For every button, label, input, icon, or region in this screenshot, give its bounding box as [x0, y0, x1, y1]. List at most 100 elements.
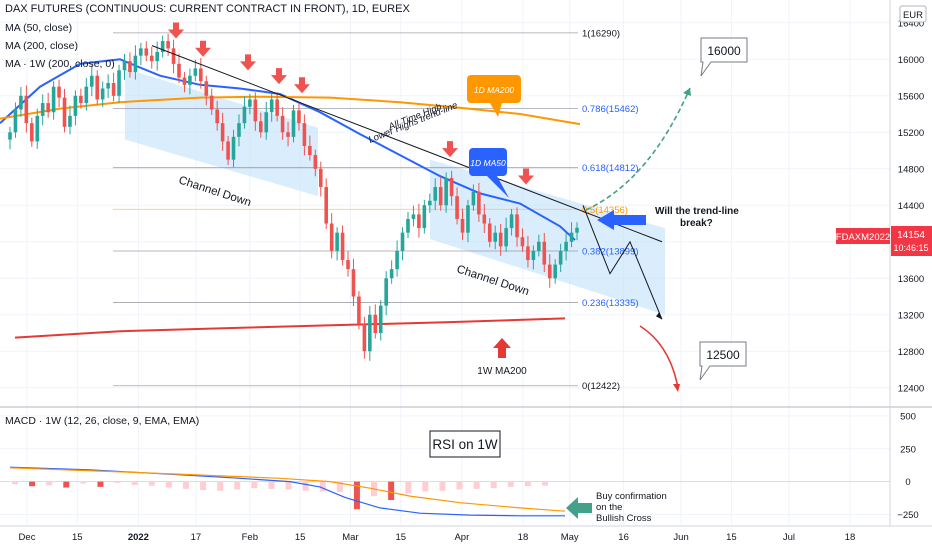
macd-histogram-bar	[114, 481, 121, 483]
ma200w-label[interactable]: 1W MA200	[477, 366, 527, 377]
candle-body	[117, 70, 121, 96]
ma50-callout-text: 1D MA50	[470, 158, 506, 168]
symbol-badge	[836, 228, 890, 244]
time-tick-label: Apr	[454, 532, 469, 543]
candle-body	[264, 112, 269, 133]
candle-body	[558, 250, 563, 265]
candle-body	[220, 123, 225, 142]
candle-body	[498, 232, 503, 247]
macd-tick-label: 0	[905, 477, 910, 488]
price-badge	[891, 226, 932, 256]
candle-body	[575, 227, 579, 233]
buy-label-1[interactable]: Buy confirmation	[596, 491, 667, 502]
trendline-label-2[interactable]: Lower Highs trend-line	[367, 100, 459, 146]
macd-tick-label: −250	[897, 510, 918, 521]
time-tick-label: 2022	[128, 532, 149, 543]
target-down-callout[interactable]	[699, 341, 747, 381]
macd-line	[9, 466, 565, 517]
price-tick-label: 15200	[898, 128, 924, 139]
macd-histogram-bar	[251, 481, 258, 489]
candle-body	[46, 103, 50, 113]
candle-body	[515, 214, 519, 238]
macd-tick-label: 500	[900, 411, 916, 422]
study-ma200[interactable]: MA (200, close)	[5, 40, 78, 52]
currency-box[interactable]	[899, 5, 927, 23]
candle-body	[362, 323, 367, 352]
macd-histogram-bar	[217, 481, 224, 491]
macd-histogram-bar	[148, 481, 155, 486]
candle-body	[280, 115, 285, 133]
target-up-callout[interactable]	[700, 37, 748, 77]
chart-title[interactable]: DAX FUTURES (CONTINUOUS: CURRENT CONTRAC…	[5, 3, 410, 15]
time-tick-label: 17	[191, 532, 202, 543]
candle-body	[526, 246, 530, 261]
candle-body	[564, 241, 568, 251]
channel-down-label-1[interactable]: Channel Down	[177, 174, 252, 209]
candle-body	[149, 55, 154, 62]
ma200-line	[0, 95, 581, 126]
candle-body	[438, 187, 443, 206]
candle-body	[395, 250, 399, 270]
fib-level-label: 0(12422)	[582, 381, 620, 392]
candle-body	[171, 48, 176, 64]
candle-body	[542, 241, 547, 265]
time-tick-label: 18	[845, 532, 856, 543]
macd-histogram-bar	[200, 481, 207, 491]
drawings-layer	[151, 22, 691, 392]
candle-body	[209, 95, 214, 110]
macd-histogram-bar	[234, 481, 241, 490]
candle-body	[269, 99, 274, 113]
macd-histogram-bar	[507, 481, 514, 487]
buy-label-3[interactable]: Bullish Cross	[596, 513, 652, 524]
macd-histogram-bar	[388, 481, 395, 501]
candle-body	[569, 232, 574, 242]
ma50-callout[interactable]	[469, 148, 509, 198]
macd-histogram-bar	[165, 481, 172, 488]
macd-histogram-bar	[456, 481, 463, 490]
channel-down-label-2[interactable]: Channel Down	[455, 263, 530, 298]
bullish-arrowhead	[683, 88, 691, 96]
candle-body	[177, 63, 181, 78]
study-ma50[interactable]: MA (50, close)	[5, 22, 73, 34]
buy-label-2[interactable]: on the	[596, 502, 622, 513]
candle-body	[335, 232, 339, 251]
time-tick-label: Dec	[19, 532, 36, 543]
candle-body	[384, 278, 388, 306]
candle-body	[537, 241, 541, 251]
candle-body	[340, 232, 345, 261]
candle-body	[40, 103, 45, 116]
macd-histogram-bar	[439, 481, 446, 491]
candle-body	[297, 110, 301, 124]
candle-body	[504, 228, 508, 247]
rsi-box[interactable]	[429, 430, 501, 458]
macd-histogram-bar	[182, 481, 189, 489]
candle-body	[89, 75, 94, 87]
time-tick-label: Jul	[783, 532, 795, 543]
time-tick-label: May	[561, 532, 579, 543]
candle-body	[258, 121, 263, 133]
axes-layer: 1640016000156001520014800144001400013600…	[19, 18, 925, 543]
price-tick-label: 14400	[898, 201, 924, 212]
question-label-2[interactable]: break?	[680, 218, 713, 229]
ma200-callout[interactable]	[467, 75, 521, 117]
macd-legend[interactable]: MACD · 1W (12, 26, close, 9, EMA, EMA)	[5, 415, 200, 427]
macd-histogram-bar	[29, 481, 36, 487]
candle-body	[51, 86, 56, 113]
macd-histogram-bar	[131, 481, 138, 485]
macd-histogram-bar	[46, 481, 53, 486]
candle-body	[466, 205, 470, 233]
candle-body	[324, 187, 329, 224]
candle-body	[378, 305, 383, 334]
study-ma200w[interactable]: MA · 1W (200, close, 0)	[5, 58, 115, 70]
candle-body	[406, 218, 410, 233]
question-label-1[interactable]: Will the trend-line	[655, 206, 739, 217]
time-tick-label: Mar	[342, 532, 358, 543]
macd-histogram-bar	[422, 481, 429, 492]
macd-histogram-bar	[97, 481, 104, 487]
macd-histogram-bar	[405, 481, 412, 494]
price-tick-label: 13600	[898, 274, 924, 285]
candle-body	[248, 99, 252, 107]
candle-body	[73, 95, 78, 116]
signal-line	[9, 467, 566, 512]
